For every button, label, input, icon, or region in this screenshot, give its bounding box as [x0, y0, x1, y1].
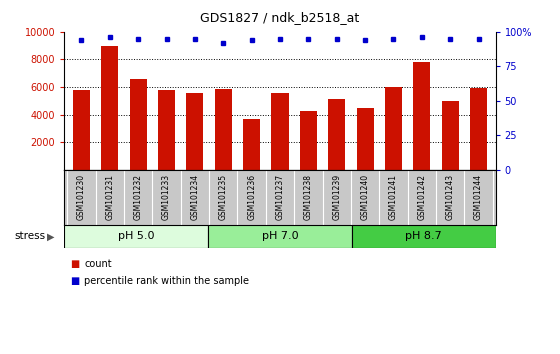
Text: ■: ■: [70, 276, 80, 286]
Text: GDS1827 / ndk_b2518_at: GDS1827 / ndk_b2518_at: [200, 11, 360, 24]
Text: GSM101232: GSM101232: [134, 174, 143, 220]
Bar: [130, 79, 147, 170]
Bar: [385, 87, 402, 170]
FancyBboxPatch shape: [208, 225, 352, 248]
Bar: [357, 108, 374, 170]
Bar: [413, 62, 430, 170]
Bar: [158, 90, 175, 170]
FancyBboxPatch shape: [64, 225, 208, 248]
Text: GSM101242: GSM101242: [417, 174, 426, 220]
Bar: [300, 110, 317, 170]
Bar: [101, 46, 118, 170]
Text: GSM101243: GSM101243: [446, 174, 455, 221]
Text: GSM101230: GSM101230: [77, 174, 86, 221]
Text: GSM101244: GSM101244: [474, 174, 483, 221]
Text: GSM101231: GSM101231: [105, 174, 114, 220]
Text: GSM101233: GSM101233: [162, 174, 171, 221]
Text: ■: ■: [70, 259, 80, 269]
Text: stress: stress: [14, 231, 45, 241]
Bar: [470, 88, 487, 170]
Bar: [214, 89, 232, 170]
Text: ▶: ▶: [46, 231, 54, 241]
Text: percentile rank within the sample: percentile rank within the sample: [84, 276, 249, 286]
Text: pH 5.0: pH 5.0: [118, 231, 155, 241]
Text: pH 7.0: pH 7.0: [262, 231, 298, 241]
Bar: [328, 99, 346, 170]
Text: GSM101240: GSM101240: [361, 174, 370, 221]
Bar: [243, 119, 260, 170]
Text: count: count: [84, 259, 111, 269]
Text: GSM101239: GSM101239: [332, 174, 341, 221]
Text: GSM101236: GSM101236: [247, 174, 256, 221]
Text: GSM101234: GSM101234: [190, 174, 199, 221]
Bar: [272, 93, 288, 170]
Bar: [73, 90, 90, 170]
Text: GSM101235: GSM101235: [219, 174, 228, 221]
Bar: [442, 101, 459, 170]
Bar: [186, 93, 203, 170]
Text: GSM101241: GSM101241: [389, 174, 398, 220]
Text: GSM101238: GSM101238: [304, 174, 313, 220]
Text: pH 8.7: pH 8.7: [405, 231, 442, 241]
FancyBboxPatch shape: [352, 225, 496, 248]
Text: GSM101237: GSM101237: [276, 174, 284, 221]
